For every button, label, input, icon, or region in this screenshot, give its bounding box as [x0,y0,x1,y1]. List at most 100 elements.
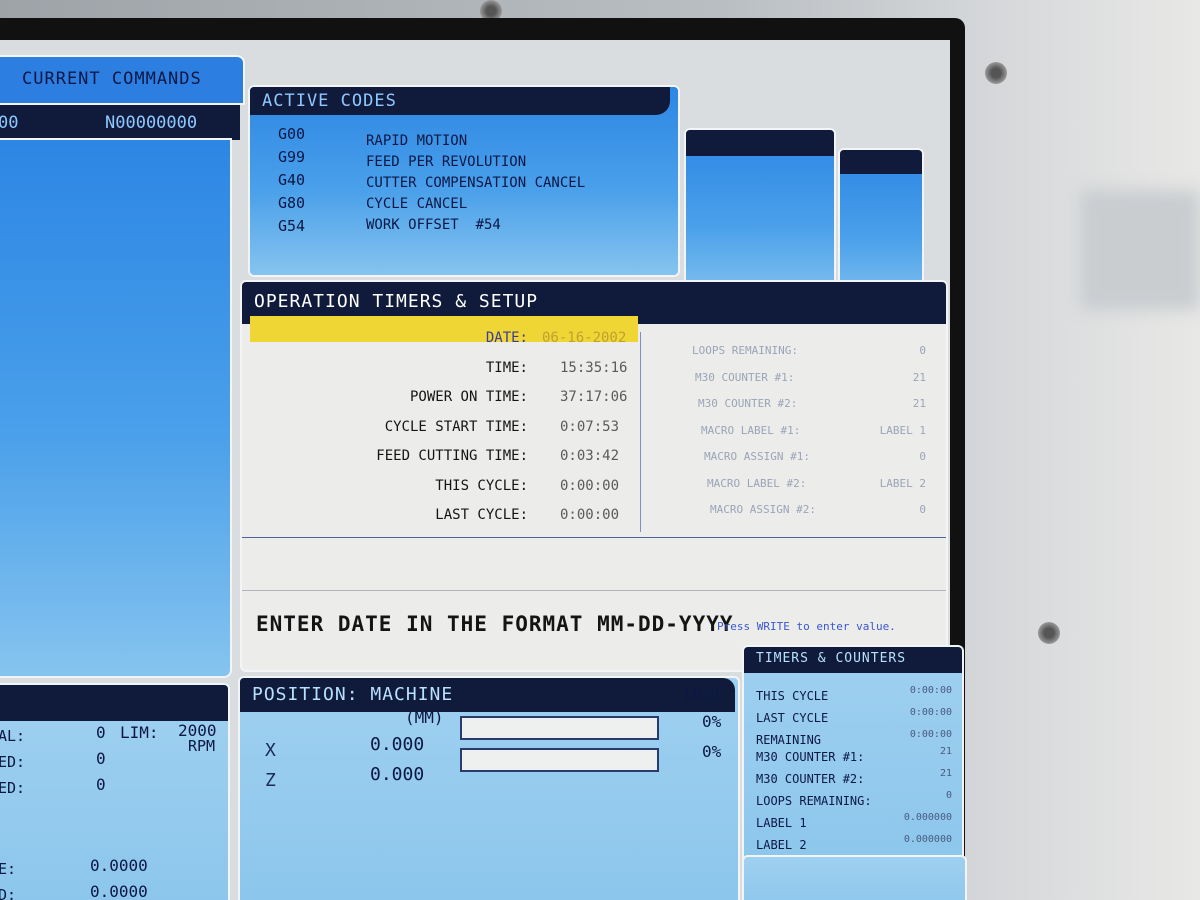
spindle-value: 0.0000 [90,882,148,900]
g-code: G80 [278,194,306,212]
axis-value: 0.000 [370,734,425,755]
counter-label: THIS CYCLE [756,689,829,703]
active-codes-panel: ACTIVE CODES G00 RAPID MOTION G99 FEED PER … [248,85,680,277]
screw [480,0,502,22]
spindle-value: 0 [96,775,106,794]
setting-value: 0 [919,344,926,357]
spindle-label: AL: [0,727,26,745]
timer-label: DATE: [485,330,528,346]
panel-title: POSITION: MACHINE [240,678,735,712]
timer-label: TIME: [485,359,528,376]
timer-label: FEED CUTTING TIME: [376,448,528,464]
timer-label: THIS CYCLE: [435,477,528,494]
setting-label: MACRO ASSIGN #2: [710,503,816,516]
spindle-value: 0 [96,749,106,768]
counter-value: 21 [939,746,952,757]
prompt: ENTER DATE IN THE FORMAT MM-DD-YYYY [256,612,734,636]
setting-value: LABEL 1 [879,423,926,437]
counter-label: LAST CYCLE [756,711,829,725]
g-code: G00 [278,125,306,143]
timer-value: 37:17:06 [560,389,628,405]
axis-load: 0% [702,742,722,761]
setting-label: M30 COUNTER #1: [695,370,795,384]
timer-value: 0:07:53 [560,418,620,435]
axis-value: 0.000 [370,764,425,785]
g-code-description: FEED PER REVOLUTION [366,154,527,170]
setting-value: 21 [912,397,926,410]
timer-value: 0:00:00 [560,507,620,523]
blurred-panel [742,855,967,900]
axis-name: Z [265,770,276,791]
counter-label: REMAINING [756,733,822,747]
selected-row [250,316,638,342]
program-number: N00000000 [105,113,198,133]
position-panel: POSITION: MACHINE (MM) LOAD X 0.000 0% Z 0.0… [238,676,740,900]
timer-value: 15:35:16 [560,359,628,376]
setting-label: LOOPS REMAINING: [692,344,798,357]
divider [242,590,946,591]
g-code-description: WORK OFFSET #54 [366,217,501,233]
setting-label: M30 COUNTER #2: [698,397,798,410]
spindle-value: 0 [96,723,106,742]
panel-header [0,685,228,721]
timer-label: POWER ON TIME: [409,389,528,405]
counter-label: LABEL 2 [756,838,807,852]
counter-label: LOOPS REMAINING: [756,794,872,808]
spindle-label: D: [0,886,17,900]
counter-value: 0.000000 [903,834,952,845]
panel-title: CURRENT COMMANDS [22,69,202,89]
counter-value: 0.000000 [903,812,952,823]
screw [1038,622,1060,644]
timer-value: 06-16-2002 [542,330,627,346]
program-left: 00 [0,113,19,133]
counter-label: M30 COUNTER #1: [756,750,865,764]
panel-header [686,130,834,156]
timer-value: 0:03:42 [560,448,620,464]
setting-value: 0 [919,450,926,463]
panel-title: ACTIVE CODES [250,87,670,115]
spindle-extra: LIM: [120,723,159,742]
setting-label: MACRO LABEL #1: [701,423,801,437]
operation-timers-panel: OPERATION TIMERS & SETUP ENTER DATE IN T… [240,280,948,672]
setting-label: MACRO ASSIGN #1: [704,450,810,463]
counter-label: LABEL 1 [756,816,807,830]
spindle-value: 0.0000 [90,856,148,875]
g-code-description: RAPID MOTION [366,133,468,149]
spindle-label: E: [0,860,17,878]
blurred-panel [684,128,836,306]
load-label: LOAD [685,688,719,704]
g-code: G54 [278,217,306,235]
setting-value: 21 [912,370,926,384]
spindle-unit: RPM [188,737,216,755]
load-bar [460,716,659,740]
program-bar: 00 N00000000 [0,105,240,140]
background-blur [1080,190,1200,310]
timer-label: LAST CYCLE: [435,507,528,523]
counter-label: M30 COUNTER #2: [756,772,865,786]
counter-value: 0 [945,790,952,801]
g-code-description: CYCLE CANCEL [366,196,468,212]
spindle-label: ED: [0,753,26,771]
g-code: G99 [278,148,306,166]
axis-name: X [265,740,276,761]
counter-value: 0:00:00 [909,707,952,718]
counter-value: 21 [939,768,952,779]
unit: (MM) [405,708,444,727]
axis-load: 0% [702,712,722,731]
divider [242,537,946,538]
g-code-description: CUTTER COMPENSATION CANCEL [366,175,586,191]
setting-value: LABEL 2 [879,476,926,490]
screw [985,62,1007,84]
spindle-label: ED: [0,779,26,797]
divider [640,332,641,532]
counter-value: 0:00:00 [909,685,952,696]
g-code: G40 [278,171,306,189]
panel-title: TIMERS & COUNTERS [744,647,962,673]
current-commands-body [0,138,232,678]
spindle-extra-value: 2000 [178,721,217,740]
load-bar [460,748,659,772]
current-commands-tab: CURRENT COMMANDS [0,55,245,105]
timer-value: 0:00:00 [560,477,620,494]
timers-counters-panel: TIMERS & COUNTERS THIS CYCLE 0:00:00 LAST … [742,645,964,873]
